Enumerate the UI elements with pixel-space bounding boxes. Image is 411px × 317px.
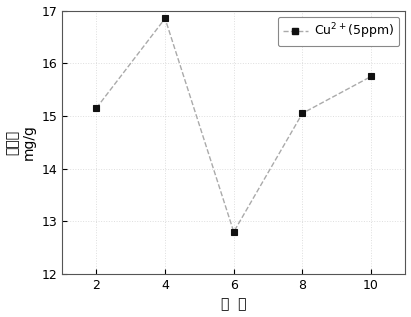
X-axis label: 配  比: 配 比 <box>221 297 247 311</box>
Y-axis label: 吸附量
mg/g: 吸附量 mg/g <box>6 124 36 160</box>
Legend: Cu$^{2+}$(5ppm): Cu$^{2+}$(5ppm) <box>278 17 399 46</box>
